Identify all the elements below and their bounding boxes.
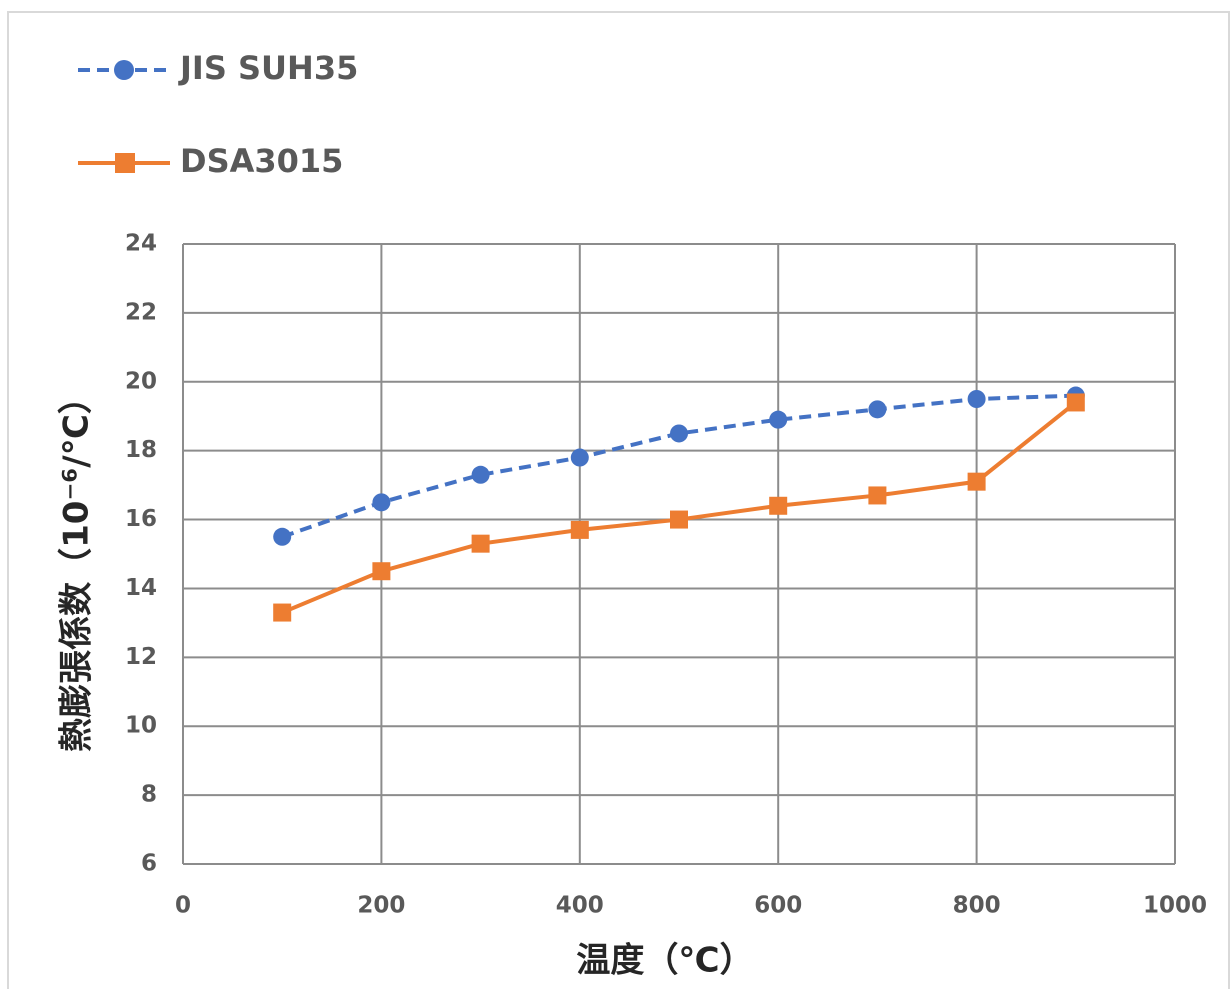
marker — [570, 448, 589, 467]
marker — [967, 472, 986, 491]
chart-frame — [7, 11, 1230, 989]
marker — [471, 534, 490, 553]
marker — [1066, 393, 1085, 412]
y-tick-label: 20 — [125, 368, 157, 394]
y-tick-label: 22 — [125, 299, 157, 325]
marker — [967, 390, 986, 408]
y-tick-label: 18 — [125, 437, 157, 463]
legend-marker — [115, 153, 135, 173]
y-tick-label: 24 — [125, 231, 157, 257]
x-axis-label: 温度（℃） — [576, 941, 753, 981]
y-tick-label: 12 — [125, 644, 157, 670]
marker — [670, 424, 688, 443]
x-tick-label: 0 — [175, 893, 191, 919]
y-axis-label: 熱膨張係数（10⁻⁶/℃） — [57, 380, 97, 752]
y-tick-label: 8 — [141, 782, 157, 808]
x-tick-label: 800 — [953, 893, 1001, 919]
x-tick-label: 1000 — [1143, 893, 1207, 919]
marker — [372, 493, 391, 512]
x-tick-label: 600 — [754, 893, 802, 919]
marker — [273, 603, 292, 622]
x-tick-label: 400 — [556, 893, 604, 919]
marker — [670, 510, 688, 529]
y-tick-label: 10 — [125, 713, 157, 739]
legend-marker — [114, 60, 134, 80]
marker — [868, 400, 887, 419]
marker — [471, 465, 490, 484]
marker — [372, 562, 391, 581]
marker — [273, 527, 292, 546]
marker — [868, 486, 887, 505]
marker — [570, 520, 589, 539]
marker — [769, 496, 788, 515]
marker — [769, 410, 788, 429]
y-tick-label: 16 — [125, 506, 157, 532]
legend-label: DSA3015 — [180, 142, 343, 180]
y-tick-label: 6 — [141, 851, 157, 877]
legend-label: JIS SUH35 — [178, 49, 358, 87]
x-tick-label: 200 — [357, 893, 405, 919]
y-tick-label: 14 — [125, 575, 157, 601]
